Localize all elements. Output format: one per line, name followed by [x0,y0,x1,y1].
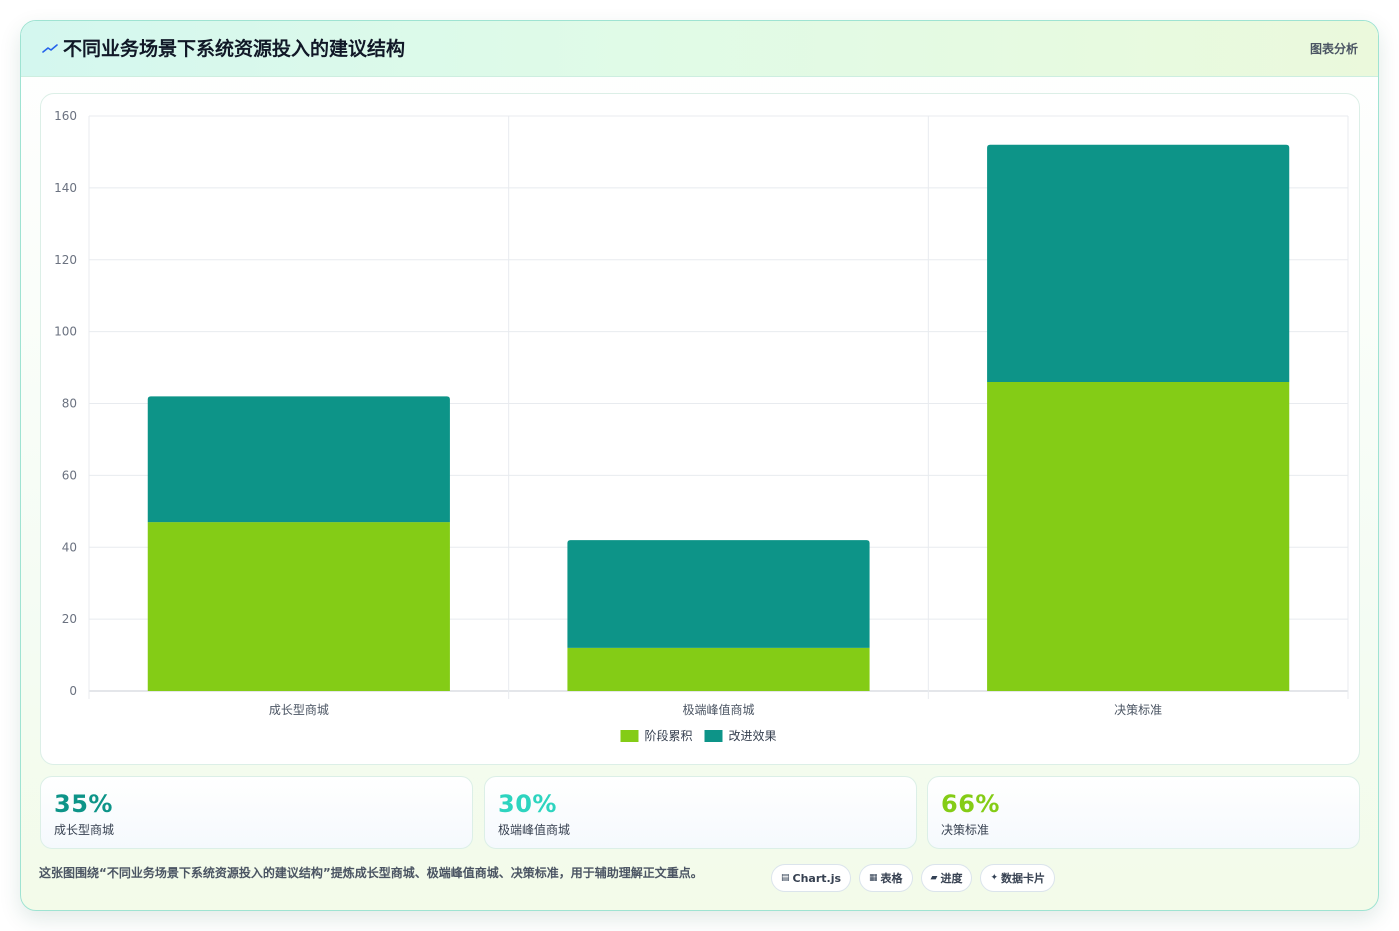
y-tick-label: 40 [62,540,77,554]
stat-label: 成长型商城 [54,823,115,837]
stat-value: 66% [941,790,1000,818]
y-tick-label: 0 [69,684,77,698]
chip-label: 数据卡片 [1001,872,1046,885]
stacked-bar-chart: 0 20 40 60 80 100 120 140 160 成长型商城 极端峰值商城 决策标准阶段累积… [54,109,1349,743]
bar-segment [567,540,870,648]
stat-card-peak: 30% 极端峰值商城 [484,776,917,849]
table-icon: ▦ [869,873,878,883]
legend-label: 阶段累积 [645,728,693,743]
chip-label: 表格 [880,872,903,885]
bar-segment [147,396,450,523]
chart-card: 不同业务场景下系统资源投入的建议结构 图表分析 0 20 40 60 80 100 120 1… [20,20,1379,911]
chart-analysis-tag: 图表分析 [1309,42,1358,56]
y-tick-label: 20 [62,612,77,626]
y-tick-label: 140 [54,181,77,195]
legend-swatch [620,730,639,742]
trend-icon [42,44,58,53]
x-tick-label: 成长型商城 [269,702,329,717]
legend-label: 改进效果 [729,728,777,743]
bar-segment [987,144,1290,382]
y-tick-label: 120 [54,253,77,267]
legend-swatch [704,730,723,742]
chip-chartjs[interactable]: ▤ Chart.js [771,864,852,892]
bar-segment [987,381,1290,691]
progress-icon: ▰ [930,873,938,883]
stat-card-growth: 35% 成长型商城 [40,776,473,849]
chip-label: 进度 [940,872,963,885]
stat-value: 30% [498,790,557,818]
bar-segment [147,522,450,691]
x-tick-label: 决策标准 [1114,703,1162,717]
y-tick-label: 60 [62,468,77,482]
y-tick-label: 100 [54,325,77,339]
y-tick-label: 160 [54,109,77,123]
chip-progress[interactable]: ▰ 进度 [920,864,973,892]
bar-segment [567,647,870,691]
stat-label: 决策标准 [941,823,990,837]
tech-chips: ▤ Chart.js ▦ 表格 ▰ 进度 ✦ 数据卡片 [771,864,1056,892]
x-tick-label: 极端峰值商城 [682,702,754,717]
footer-note: 这张图围绕“不同业务场景下系统资源投入的建议结构”提炼成长型商城、极端峰值商城、… [39,866,703,880]
stat-value: 35% [54,790,113,818]
chip-table[interactable]: ▦ 表格 [859,864,913,892]
stat-card-decision: 66% 决策标准 [927,776,1360,849]
stat-label: 极端峰值商城 [498,823,571,837]
y-tick-label: 80 [62,397,77,411]
chart-panel: 0 20 40 60 80 100 120 140 160 成长型商城 极端峰值商城 决策标准阶段累积… [40,93,1360,765]
page-title: 不同业务场景下系统资源投入的建议结构 [63,38,406,60]
chip-data-card[interactable]: ✦ 数据卡片 [980,864,1056,892]
card-icon: ✦ [990,873,999,883]
chip-label: Chart.js [792,871,842,885]
card-header: 不同业务场景下系统资源投入的建议结构 图表分析 [21,21,1378,77]
chart-icon: ▤ [781,873,790,883]
